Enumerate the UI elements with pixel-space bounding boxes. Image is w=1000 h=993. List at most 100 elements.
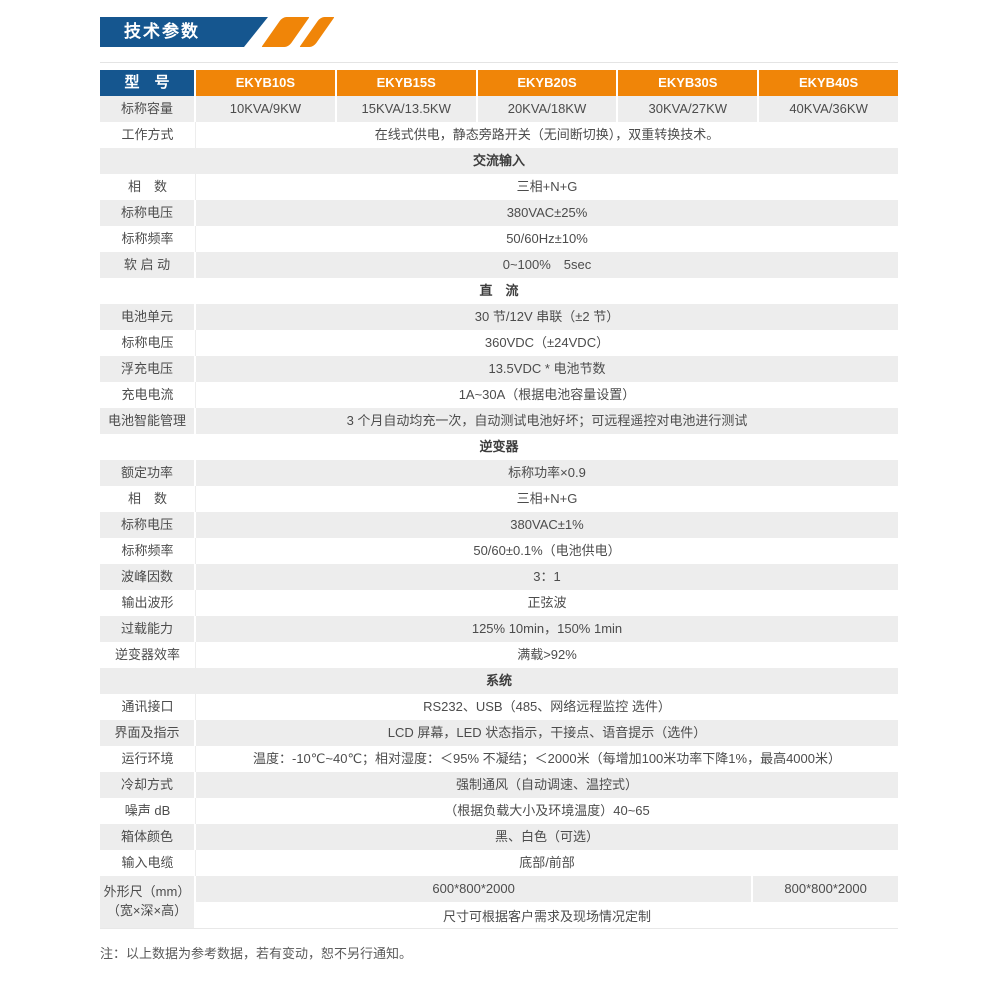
row-value: 1A~30A（根据电池容量设置）: [196, 382, 898, 408]
table-row: 噪声 dB （根据负载大小及环境温度）40~65: [100, 798, 898, 824]
section-title: 交流输入: [100, 148, 898, 174]
row-label: 相 数: [100, 174, 196, 200]
table-row: 界面及指示 LCD 屏幕，LED 状态指示，干接点、语音提示（选件）: [100, 720, 898, 746]
row-label: 标称频率: [100, 538, 196, 564]
row-value: RS232、USB（485、网络远程监控 选件）: [196, 694, 898, 720]
table-row: 标称电压 380VAC±25%: [100, 200, 898, 226]
table-row: 相 数三相+N+G: [100, 486, 898, 512]
row-value: 0~100% 5sec: [196, 252, 898, 278]
dimension-value-right: 800*800*2000: [753, 876, 898, 902]
table-row: 标称电压 360VDC（±24VDC）: [100, 330, 898, 356]
row-label: 界面及指示: [100, 720, 196, 746]
table-row: 工作方式 在线式供电，静态旁路开关（无间断切换），双重转换技术。: [100, 122, 898, 148]
table-row: 运行环境 温度：-10℃~40℃；相对湿度：＜95% 不凝结；＜2000米（每增加…: [100, 746, 898, 772]
row-value: 强制通风（自动调速、温控式）: [196, 772, 898, 798]
table-row: 波峰因数 3：1: [100, 564, 898, 590]
dimensions-label-line1: 外形尺（mm）: [103, 884, 191, 900]
spec-value-cell: 15KVA/13.5KW: [336, 96, 478, 122]
row-label: 过载能力: [100, 616, 196, 642]
row-label: 运行环境: [100, 746, 196, 772]
model-header-cell: EKYB10S: [196, 70, 337, 96]
row-label: 标称电压: [100, 200, 196, 226]
dimensions-values: 600*800*2000 800*800*2000 尺寸可根据客户需求及现场情况定制: [196, 876, 898, 928]
row-label: 输出波形: [100, 590, 196, 616]
spec-value-cell: 20KVA/18KW: [477, 96, 619, 122]
row-label: 电池单元: [100, 304, 196, 330]
table-row: 逆变器效率 满载>92%: [100, 642, 898, 668]
table-row: 浮充电压 13.5VDC * 电池节数: [100, 356, 898, 382]
table-row: 通讯接口 RS232、USB（485、网络远程监控 选件）: [100, 694, 898, 720]
model-column-header: 型 号: [100, 70, 196, 96]
row-value: 正弦波: [196, 590, 898, 616]
row-label: 标称电压: [100, 512, 196, 538]
section-header-row: 逆变器: [100, 434, 898, 460]
row-label: 额定功率: [100, 460, 196, 486]
divider: [100, 62, 898, 63]
dimension-value-main: 600*800*2000: [196, 876, 754, 902]
page-title-banner: 技术参数: [100, 17, 898, 47]
row-value: 标称功率×0.9: [196, 460, 898, 486]
row-label: 标称频率: [100, 226, 196, 252]
row-value: 30 节/12V 串联（±2 节）: [196, 304, 898, 330]
dimensions-label: 外形尺（mm） （宽×深×高）: [100, 876, 196, 928]
row-label: 相 数: [100, 486, 196, 512]
section-title: 逆变器: [100, 434, 898, 460]
row-value: 50/60Hz±10%: [196, 226, 898, 252]
table-row: 标称容量 10KVA/9KW 15KVA/13.5KW 20KVA/18KW 30KVA…: [100, 96, 898, 122]
model-header-cell: EKYB20S: [477, 70, 619, 96]
table-row: 标称电压 380VAC±1%: [100, 512, 898, 538]
table-row: 标称频率 50/60Hz±10%: [100, 226, 898, 252]
table-row: 箱体颜色 黑、白色（可选）: [100, 824, 898, 850]
spec-value-cell: 10KVA/9KW: [196, 96, 337, 122]
model-header-cell: EKYB40S: [759, 70, 898, 96]
spec-table: 型 号 EKYB10S EKYB15S EKYB20S EKYB30S EKYB40S …: [100, 70, 898, 929]
row-label: 标称电压: [100, 330, 196, 356]
row-label: 冷却方式: [100, 772, 196, 798]
row-value: 3：1: [196, 564, 898, 590]
table-row: 电池单元 30 节/12V 串联（±2 节）: [100, 304, 898, 330]
row-value: （根据负载大小及环境温度）40~65: [196, 798, 898, 824]
row-label: 浮充电压: [100, 356, 196, 382]
table-row: 额定功率 标称功率×0.9: [100, 460, 898, 486]
row-label: 软 启 动: [100, 252, 196, 278]
section-header-row: 交流输入: [100, 148, 898, 174]
row-value: 满载>92%: [196, 642, 898, 668]
row-value: 50/60±0.1%（电池供电）: [196, 538, 898, 564]
table-body: 标称容量 10KVA/9KW 15KVA/13.5KW 20KVA/18KW 30KVA…: [100, 96, 898, 928]
row-value: 380VAC±1%: [196, 512, 898, 538]
row-label: 通讯接口: [100, 694, 196, 720]
model-header-cell: EKYB30S: [618, 70, 760, 96]
dimension-custom-note: 尺寸可根据客户需求及现场情况定制: [196, 902, 898, 928]
dimensions-top-row: 600*800*2000 800*800*2000: [196, 876, 898, 902]
row-label: 充电电流: [100, 382, 196, 408]
spec-value-cell: 30KVA/27KW: [618, 96, 760, 122]
row-value: 13.5VDC * 电池节数: [196, 356, 898, 382]
section-header-row: 直 流: [100, 278, 898, 304]
table-row: 软 启 动 0~100% 5sec: [100, 252, 898, 278]
row-label: 箱体颜色: [100, 824, 196, 850]
page-title: 技术参数: [100, 17, 268, 47]
note-text: 注：以上数据为参考数据，若有变动，恕不另行通知。: [100, 946, 413, 961]
spec-value-cell: 40KVA/36KW: [759, 96, 898, 122]
row-value: 三相+N+G: [196, 486, 898, 512]
row-value: 三相+N+G: [196, 174, 898, 200]
table-header-row: 型 号 EKYB10S EKYB15S EKYB20S EKYB30S EKYB40S: [100, 70, 898, 96]
row-label: 输入电缆: [100, 850, 196, 876]
row-value: 温度：-10℃~40℃；相对湿度：＜95% 不凝结；＜2000米（每增加100米…: [196, 746, 898, 772]
table-row: 标称频率 50/60±0.1%（电池供电）: [100, 538, 898, 564]
table-row: 充电电流 1A~30A（根据电池容量设置）: [100, 382, 898, 408]
model-header-cell: EKYB15S: [336, 70, 478, 96]
row-label: 逆变器效率: [100, 642, 196, 668]
row-label: 标称容量: [100, 96, 196, 122]
row-label: 噪声 dB: [100, 798, 196, 824]
row-label: 波峰因数: [100, 564, 196, 590]
section-title: 直 流: [100, 278, 898, 304]
table-row: 过载能力 125% 10min，150% 1min: [100, 616, 898, 642]
section-title: 系统: [100, 668, 898, 694]
table-row: 电池智能管理 3 个月自动均充一次，自动测试电池好坏；可远程遥控对电池进行测试: [100, 408, 898, 434]
row-label: 电池智能管理: [100, 408, 196, 434]
table-row: 相 数三相+N+G: [100, 174, 898, 200]
table-row: 输出波形 正弦波: [100, 590, 898, 616]
row-label: 工作方式: [100, 122, 196, 148]
table-row: 输入电缆 底部/前部: [100, 850, 898, 876]
